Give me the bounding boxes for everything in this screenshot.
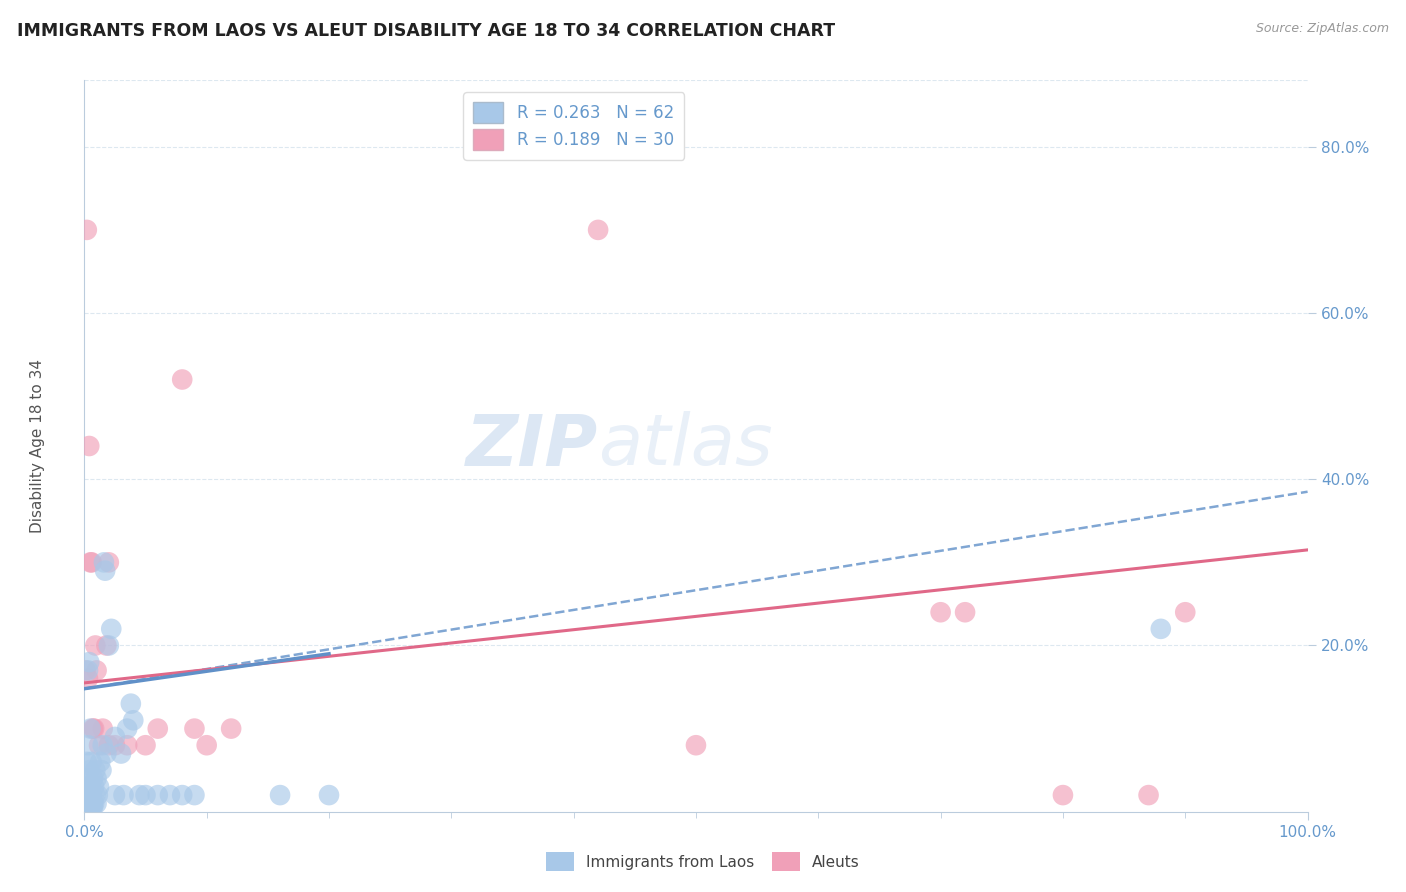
Point — [183, 788, 205, 802]
Point — [77, 780, 100, 794]
Point — [96, 639, 118, 653]
Point — [76, 800, 98, 814]
Point — [87, 780, 110, 794]
Point — [91, 722, 114, 736]
Point — [953, 605, 976, 619]
Point — [80, 788, 103, 802]
Point — [269, 788, 291, 802]
Point — [97, 738, 120, 752]
Point — [146, 722, 169, 736]
Point — [110, 747, 132, 761]
Point — [82, 797, 104, 811]
Point — [83, 797, 105, 811]
Point — [1052, 788, 1074, 802]
Point — [75, 788, 97, 802]
Point — [79, 797, 101, 811]
Legend: Immigrants from Laos, Aleuts: Immigrants from Laos, Aleuts — [540, 847, 866, 877]
Point — [1150, 622, 1173, 636]
Point — [104, 730, 127, 744]
Point — [112, 788, 135, 802]
Point — [77, 664, 100, 678]
Point — [82, 722, 104, 736]
Text: ZIP: ZIP — [465, 411, 598, 481]
Point — [1137, 788, 1160, 802]
Point — [586, 223, 609, 237]
Point — [77, 738, 100, 752]
Text: Source: ZipAtlas.com: Source: ZipAtlas.com — [1256, 22, 1389, 36]
Point — [135, 788, 157, 802]
Point — [77, 797, 100, 811]
Point — [86, 664, 108, 678]
Point — [183, 722, 205, 736]
Point — [76, 223, 98, 237]
Point — [115, 738, 138, 752]
Point — [80, 555, 103, 569]
Point — [104, 788, 127, 802]
Point — [87, 788, 110, 802]
Point — [75, 780, 97, 794]
Point — [122, 714, 145, 728]
Point — [86, 797, 108, 811]
Point — [159, 788, 181, 802]
Point — [77, 800, 100, 814]
Point — [87, 738, 110, 752]
Point — [146, 788, 169, 802]
Text: IMMIGRANTS FROM LAOS VS ALEUT DISABILITY AGE 18 TO 34 CORRELATION CHART: IMMIGRANTS FROM LAOS VS ALEUT DISABILITY… — [17, 22, 835, 40]
Point — [929, 605, 952, 619]
Point — [172, 788, 194, 802]
Point — [77, 655, 100, 669]
Point — [77, 763, 100, 777]
Point — [79, 555, 101, 569]
Point — [86, 772, 108, 786]
Point — [318, 788, 340, 802]
Point — [219, 722, 242, 736]
Point — [89, 755, 111, 769]
Point — [97, 639, 120, 653]
Point — [100, 622, 122, 636]
Point — [83, 780, 105, 794]
Point — [96, 747, 118, 761]
Point — [1174, 605, 1197, 619]
Point — [76, 755, 98, 769]
Point — [82, 800, 104, 814]
Y-axis label: Disability Age 18 to 34: Disability Age 18 to 34 — [30, 359, 45, 533]
Point — [84, 639, 107, 653]
Point — [75, 797, 97, 811]
Text: atlas: atlas — [598, 411, 773, 481]
Point — [75, 800, 97, 814]
Point — [79, 780, 101, 794]
Point — [97, 555, 120, 569]
Point — [77, 672, 100, 686]
Point — [77, 797, 100, 811]
Point — [77, 788, 100, 802]
Point — [135, 738, 157, 752]
Point — [115, 722, 138, 736]
Point — [84, 763, 107, 777]
Point — [90, 763, 112, 777]
Point — [79, 800, 101, 814]
Point — [76, 797, 98, 811]
Point — [82, 772, 104, 786]
Point — [84, 788, 107, 802]
Point — [685, 738, 707, 752]
Point — [77, 800, 100, 814]
Point — [195, 738, 218, 752]
Point — [77, 439, 100, 453]
Point — [94, 564, 117, 578]
Point — [80, 800, 103, 814]
Point — [80, 755, 103, 769]
Point — [93, 555, 115, 569]
Point — [79, 722, 101, 736]
Point — [83, 722, 105, 736]
Point — [76, 788, 98, 802]
Legend: R = 0.263   N = 62, R = 0.189   N = 30: R = 0.263 N = 62, R = 0.189 N = 30 — [464, 92, 683, 160]
Point — [128, 788, 150, 802]
Point — [104, 738, 127, 752]
Point — [76, 772, 98, 786]
Point — [75, 664, 97, 678]
Point — [172, 372, 194, 386]
Point — [120, 697, 142, 711]
Point — [77, 788, 100, 802]
Point — [91, 738, 114, 752]
